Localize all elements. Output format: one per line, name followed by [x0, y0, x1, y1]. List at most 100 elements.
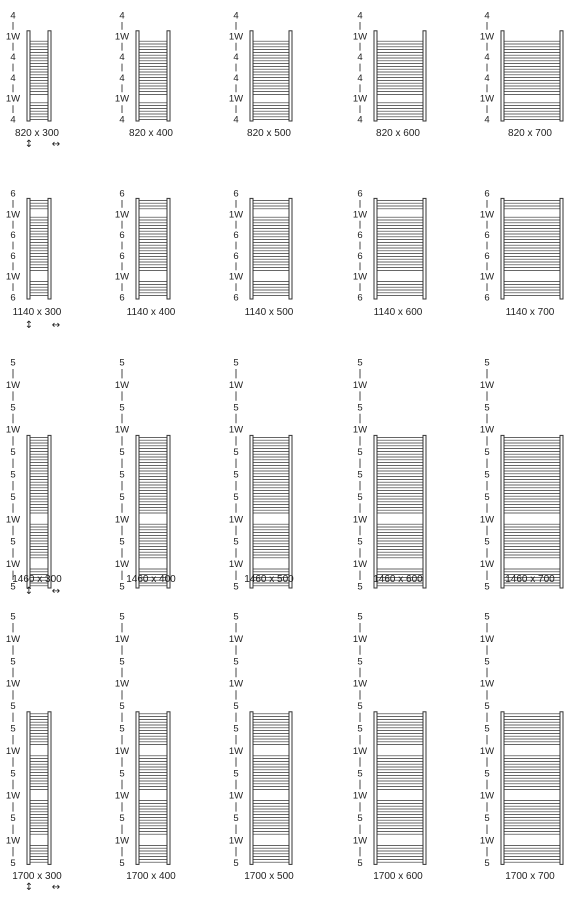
rail-count-labels: 6 1W 6 6 1W 6 [6, 189, 20, 304]
rail-count-label: 5 [119, 858, 124, 869]
radiator-diagram: 5 1W 5 1W 5 5 5 1W 5 1W 5 1460 x 700 [480, 358, 564, 593]
size-label: 820 x 400 [129, 128, 173, 139]
rail-count-label: 5 [119, 612, 124, 623]
size-label: 1460 x 700 [505, 574, 555, 585]
rail-count-label: 5 [119, 582, 124, 593]
rail-count-label: 1W [6, 836, 20, 847]
rail-count-label: 1W [115, 209, 129, 220]
rail-count-label: 5 [10, 492, 15, 503]
rail-count-label: 1W [353, 634, 367, 645]
radiator-body [135, 197, 171, 300]
radiator-diagram: 6 1W 6 6 1W 6 1140 x 500 [229, 189, 294, 319]
left-upright [500, 434, 505, 589]
rail-count-label: 1W [353, 31, 367, 42]
rail-count-label: 5 [10, 768, 15, 779]
rail-count-labels: 5 1W 5 1W 5 5 5 1W 5 1W 5 [115, 358, 129, 593]
rail-count-label: 1W [229, 425, 243, 436]
left-upright [500, 30, 505, 122]
rail-count-label: 5 [233, 358, 238, 369]
rail-count-label: 4 [357, 115, 362, 126]
rail-count-label: 5 [233, 701, 238, 712]
rail-count-label: 1W [6, 514, 20, 525]
rail-count-label: 1W [115, 746, 129, 757]
left-upright [26, 711, 31, 865]
rail-count-label: 1W [115, 836, 129, 847]
rail-count-labels: 4 1W 4 4 1W 4 [353, 11, 367, 126]
rail-count-label: 5 [357, 813, 362, 824]
right-upright [559, 434, 564, 589]
rail-count-label: 4 [357, 52, 362, 63]
rail-count-label: 1W [229, 31, 243, 42]
rail-count-label: 1W [480, 94, 494, 105]
rail-count-label: 6 [119, 293, 124, 304]
right-upright [288, 434, 293, 589]
radiator-body [373, 30, 427, 122]
rail-count-label: 6 [233, 230, 238, 241]
right-upright [559, 197, 564, 300]
rail-count-label: 5 [357, 402, 362, 413]
rail-count-label: 1W [353, 836, 367, 847]
radiator-diagram: 4 1W 4 4 1W 4 820 x 700 [480, 11, 564, 139]
rail-count-label: 1W [229, 380, 243, 391]
rail-count-label: 1W [480, 679, 494, 690]
right-upright [422, 197, 427, 300]
size-label: 1700 x 400 [126, 871, 176, 882]
rail-count-label: 6 [10, 251, 15, 262]
rail-count-label: 5 [484, 492, 489, 503]
rail-count-label: 5 [119, 358, 124, 369]
rail-count-label: 1W [115, 425, 129, 436]
rail-count-label: 5 [10, 470, 15, 481]
size-label: 1460 x 400 [126, 574, 176, 585]
rail-count-label: 5 [119, 537, 124, 548]
rail-count-label: 6 [484, 251, 489, 262]
right-upright [166, 711, 171, 865]
rail-count-labels: 4 1W 4 4 1W 4 [115, 11, 129, 126]
size-label: 1460 x 300 [12, 574, 62, 585]
rail-count-label: 1W [6, 791, 20, 802]
radiator-body [500, 197, 564, 300]
rail-count-label: 1W [353, 425, 367, 436]
right-upright [422, 434, 427, 589]
rail-count-label: 1W [480, 791, 494, 802]
radiator-diagram: 4 1W 4 4 1W 4 820 x 500 [229, 11, 293, 139]
left-upright [249, 30, 254, 122]
rail-count-label: 5 [484, 858, 489, 869]
rail-count-label: 5 [10, 612, 15, 623]
rail-count-label: 1W [353, 791, 367, 802]
radiator-body [135, 434, 171, 589]
rail-count-label: 5 [484, 470, 489, 481]
rail-count-labels: 5 1W 5 1W 5 5 1W 5 1W 5 1W 5 [353, 612, 367, 869]
radiator-diagram: 5 1W 5 1W 5 5 1W 5 1W 5 1W 5 1700 x 500 [229, 612, 294, 883]
rail-count-label: 6 [357, 251, 362, 262]
rail-count-label: 6 [119, 230, 124, 241]
rail-count-label: 1W [480, 634, 494, 645]
rail-count-label: 5 [484, 582, 489, 593]
size-label: 820 x 500 [247, 128, 291, 139]
radiator-body [135, 30, 171, 122]
left-upright [249, 197, 254, 300]
rail-count-label: 1W [480, 746, 494, 757]
radiator-diagram: 6 1W 6 6 1W 6 1140 x 700 [480, 189, 564, 318]
rail-count-label: 1W [115, 380, 129, 391]
rail-count-label: 1W [115, 791, 129, 802]
rail-count-label: 1W [115, 679, 129, 690]
rail-count-label: 5 [119, 492, 124, 503]
rail-count-label: 5 [10, 656, 15, 667]
rail-count-label: 5 [119, 768, 124, 779]
rail-count-label: 1W [480, 380, 494, 391]
rail-count-labels: 5 1W 5 1W 5 5 5 1W 5 1W 5 [229, 358, 243, 593]
left-upright [373, 434, 378, 589]
rail-count-label: 5 [484, 358, 489, 369]
radiator-diagram: 6 1W 6 6 1W 6 1140 x 600 [353, 189, 427, 318]
radiator-diagram: 4 1W 4 4 1W 4 820 x 400 [115, 11, 174, 140]
rail-count-label: 1W [6, 31, 20, 42]
rail-count-label: 4 [119, 52, 124, 63]
right-upright [422, 711, 427, 865]
rail-count-label: 6 [233, 293, 238, 304]
rail-count-label: 4 [484, 115, 489, 126]
left-upright [135, 711, 140, 865]
rail-count-label: 5 [233, 858, 238, 869]
